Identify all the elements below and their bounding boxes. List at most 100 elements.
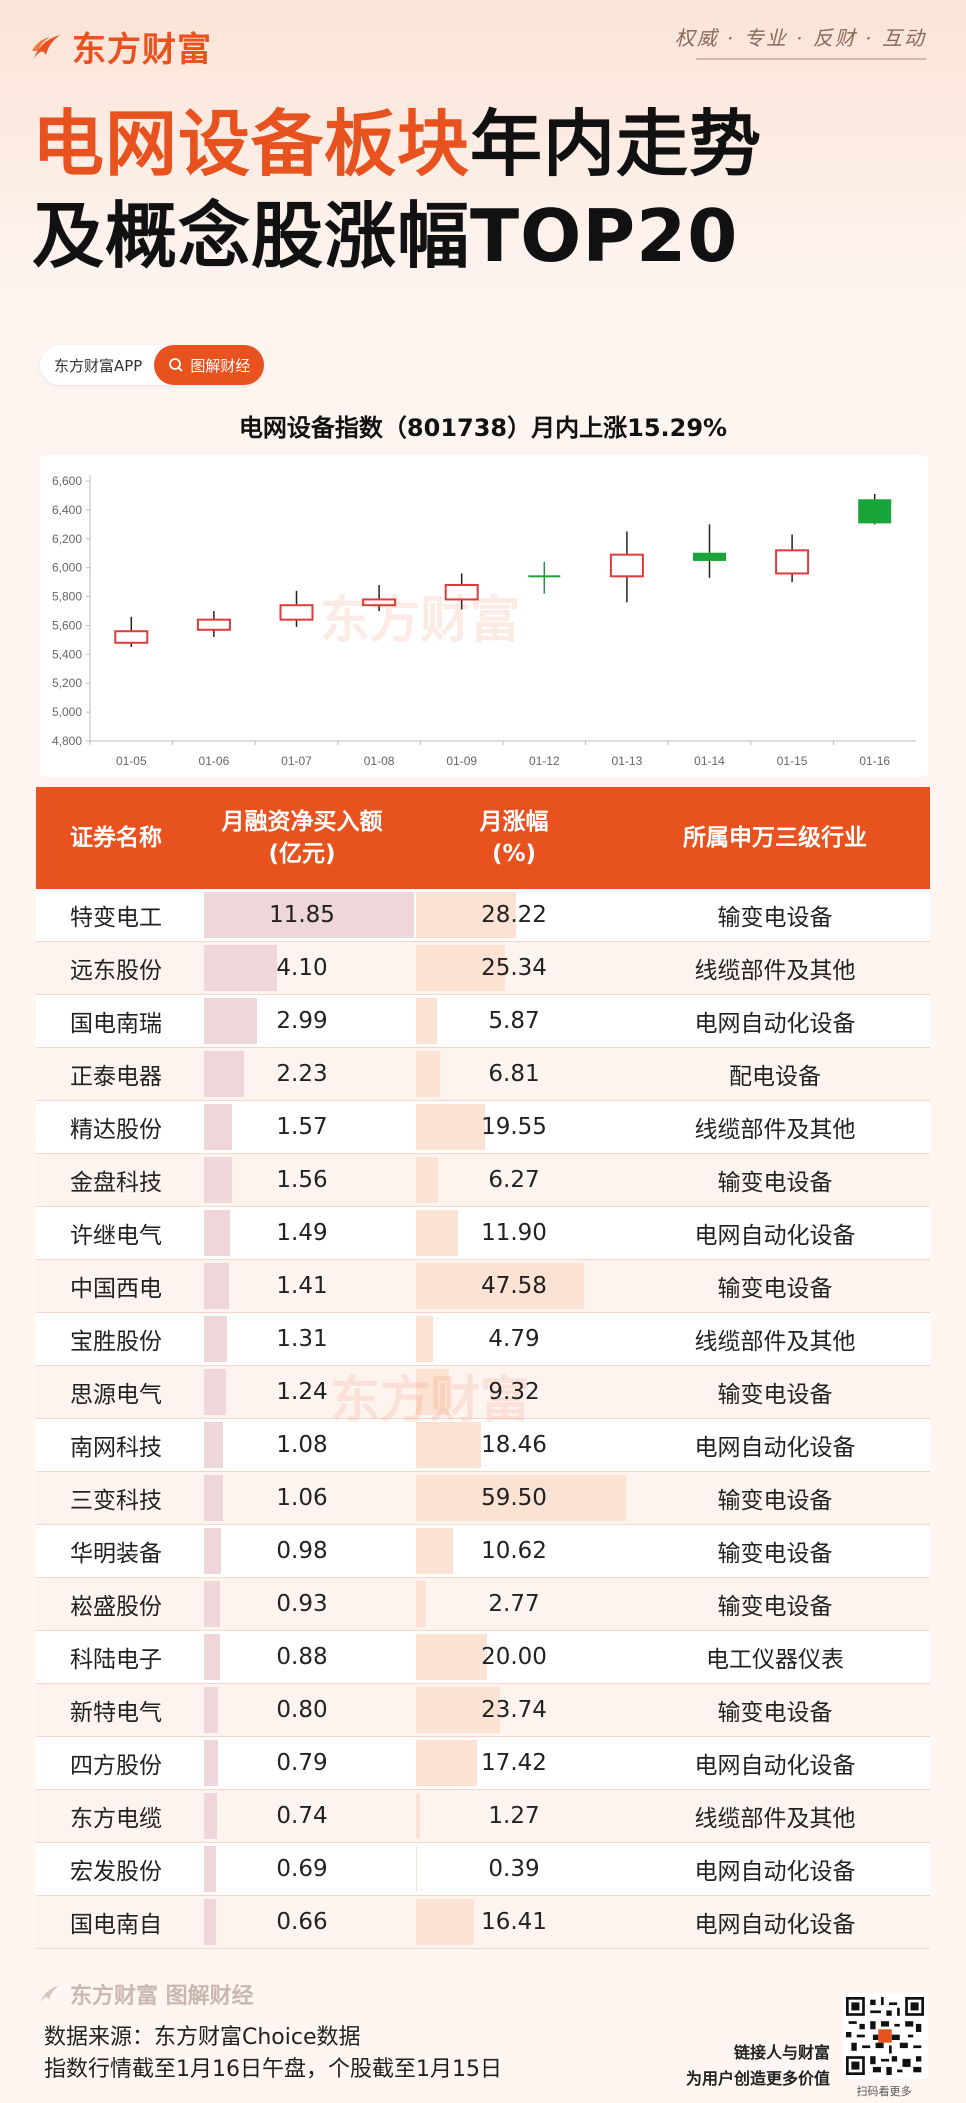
stock-table: 证券名称 月融资净买入额 (亿元) 月涨幅 (%) 所属申万三级行业 特变电工 1… [36, 787, 930, 1949]
chart-title: 电网设备指数（801738）月内上涨15.29% [238, 414, 728, 442]
cell-chg: 11.90 [408, 1207, 620, 1259]
y-tick-label: 6,200 [52, 532, 82, 546]
qr-code[interactable] [842, 1993, 928, 2079]
title-rest: 年内走势 [470, 102, 763, 186]
cell-buy: 0.74 [196, 1790, 408, 1842]
source-tag: 东方财富APP 图解财经 [40, 345, 265, 385]
cell-buy: 2.99 [196, 995, 408, 1047]
table-row: 精达股份 1.57 19.55 线缆部件及其他 [36, 1101, 930, 1154]
cell-industry: 输变电设备 [717, 1382, 833, 1408]
cell-industry: 电工仪器仪表 [706, 1647, 844, 1673]
footer-brand: 东方财富 图解财经 [36, 1978, 254, 2010]
cell-buy-value: 1.31 [276, 1326, 328, 1352]
buy-bar [204, 892, 414, 938]
cell-buy: 0.79 [196, 1737, 408, 1789]
cell-buy-value: 11.85 [269, 902, 335, 928]
cell-industry: 电网自动化设备 [694, 1011, 856, 1037]
cell-buy: 1.57 [196, 1101, 408, 1153]
cell-chg-value: 19.55 [481, 1114, 547, 1140]
cell-name: 崧盛股份 [70, 1594, 162, 1620]
buy-bar [204, 1422, 223, 1468]
table-row: 东方电缆 0.74 1.27 线缆部件及其他 [36, 1790, 930, 1843]
cell-industry: 电网自动化设备 [694, 1435, 856, 1461]
buy-bar [204, 1899, 216, 1945]
cell-chg-value: 23.74 [481, 1697, 547, 1723]
eastmoney-logo-icon [32, 34, 60, 59]
chg-bar [416, 1475, 626, 1521]
cell-name: 宝胜股份 [70, 1329, 162, 1355]
cell-industry: 输变电设备 [717, 1170, 833, 1196]
candle-body [196, 618, 231, 631]
cell-buy-value: 4.10 [276, 955, 328, 981]
table-header: 证券名称 月融资净买入额 (亿元) 月涨幅 (%) 所属申万三级行业 [36, 787, 930, 889]
cell-name: 思源电气 [70, 1382, 162, 1408]
chg-bar [416, 1687, 500, 1733]
chg-bar [416, 1263, 584, 1309]
table-row: 科陆电子 0.88 20.00 电工仪器仪表 [36, 1631, 930, 1684]
x-tick-label: 01-06 [199, 754, 230, 768]
x-tick-label: 01-15 [777, 754, 808, 768]
cell-name: 远东股份 [70, 958, 162, 984]
chart-card [40, 455, 928, 777]
candle-body [609, 553, 644, 578]
source-line-1: 数据来源：东方财富Choice数据 [44, 2025, 361, 2050]
cell-buy-value: 0.79 [276, 1750, 328, 1776]
cell-chg-value: 1.27 [488, 1803, 540, 1829]
cell-buy: 0.88 [196, 1631, 408, 1683]
x-tick-label: 01-05 [116, 754, 147, 768]
cell-industry: 输变电设备 [717, 905, 833, 931]
cell-chg: 17.42 [408, 1737, 620, 1789]
cell-industry: 线缆部件及其他 [694, 1329, 856, 1355]
data-source: 数据来源：东方财富Choice数据 指数行情截至1月16日午盘，个股截至1月15… [44, 2022, 502, 2086]
cell-buy-value: 0.74 [276, 1803, 328, 1829]
cell-chg-value: 10.62 [481, 1538, 547, 1564]
cell-chg: 10.62 [408, 1525, 620, 1577]
candlestick-chart: 4,800 5,000 5,200 5,400 5,600 5,800 6,000 6,200… [52, 474, 916, 768]
tag-app-label: 东方财富APP [54, 356, 143, 375]
cell-chg: 59.50 [408, 1472, 626, 1524]
promo-line-1: 链接人与财富 [733, 2043, 830, 2062]
source-line-2: 指数行情截至1月16日午盘，个股截至1月15日 [44, 2057, 502, 2082]
table-row: 宏发股份 0.69 0.39 电网自动化设备 [36, 1843, 930, 1896]
y-tick-label: 4,800 [52, 734, 82, 748]
candle-body [858, 499, 892, 524]
cell-buy-value: 0.93 [276, 1591, 328, 1617]
chg-bar [416, 1051, 440, 1097]
table-row: 四方股份 0.79 17.42 电网自动化设备 [36, 1737, 930, 1790]
cell-industry: 电网自动化设备 [694, 1223, 856, 1249]
cell-buy: 1.06 [196, 1472, 408, 1524]
table-row: 南网科技 1.08 18.46 电网自动化设备 [36, 1419, 930, 1472]
y-tick-label: 5,200 [52, 676, 82, 690]
cell-buy-value: 1.06 [276, 1485, 328, 1511]
cell-chg-value: 59.50 [481, 1485, 547, 1511]
y-tick-label: 5,000 [52, 705, 82, 719]
table-row: 金盘科技 1.56 6.27 输变电设备 [36, 1154, 930, 1207]
cell-buy-value: 0.66 [276, 1909, 328, 1935]
cell-buy-value: 2.23 [276, 1061, 328, 1087]
candle-body [362, 598, 397, 607]
table-row: 思源电气 1.24 9.32 输变电设备 [36, 1366, 930, 1419]
table-row: 三变科技 1.06 59.50 输变电设备 [36, 1472, 930, 1525]
cell-buy-value: 1.08 [276, 1432, 328, 1458]
cell-buy-value: 1.49 [276, 1220, 328, 1246]
cell-chg: 20.00 [408, 1631, 620, 1683]
eastmoney-logo-icon [40, 1985, 60, 2003]
cell-name: 金盘科技 [70, 1170, 162, 1196]
cell-industry: 输变电设备 [717, 1276, 833, 1302]
cell-buy: 1.08 [196, 1419, 408, 1471]
cell-buy: 0.69 [196, 1843, 408, 1895]
candle-body [693, 552, 726, 561]
cell-chg-value: 5.87 [488, 1008, 540, 1034]
brand-name: 东方财富 [72, 30, 212, 70]
x-tick-label: 01-07 [281, 754, 312, 768]
table-row: 新特电气 0.80 23.74 输变电设备 [36, 1684, 930, 1737]
cell-industry: 配电设备 [729, 1064, 821, 1090]
title-line2: 及概念股涨幅TOP20 [32, 194, 739, 278]
cell-buy: 2.23 [196, 1048, 408, 1100]
cell-chg-value: 28.22 [481, 902, 547, 928]
cell-chg: 47.58 [408, 1260, 620, 1312]
x-tick-label: 01-08 [364, 754, 395, 768]
cell-chg: 2.77 [408, 1578, 620, 1630]
buy-bar [204, 1316, 227, 1362]
table-row: 正泰电器 2.23 6.81 配电设备 [36, 1048, 930, 1101]
